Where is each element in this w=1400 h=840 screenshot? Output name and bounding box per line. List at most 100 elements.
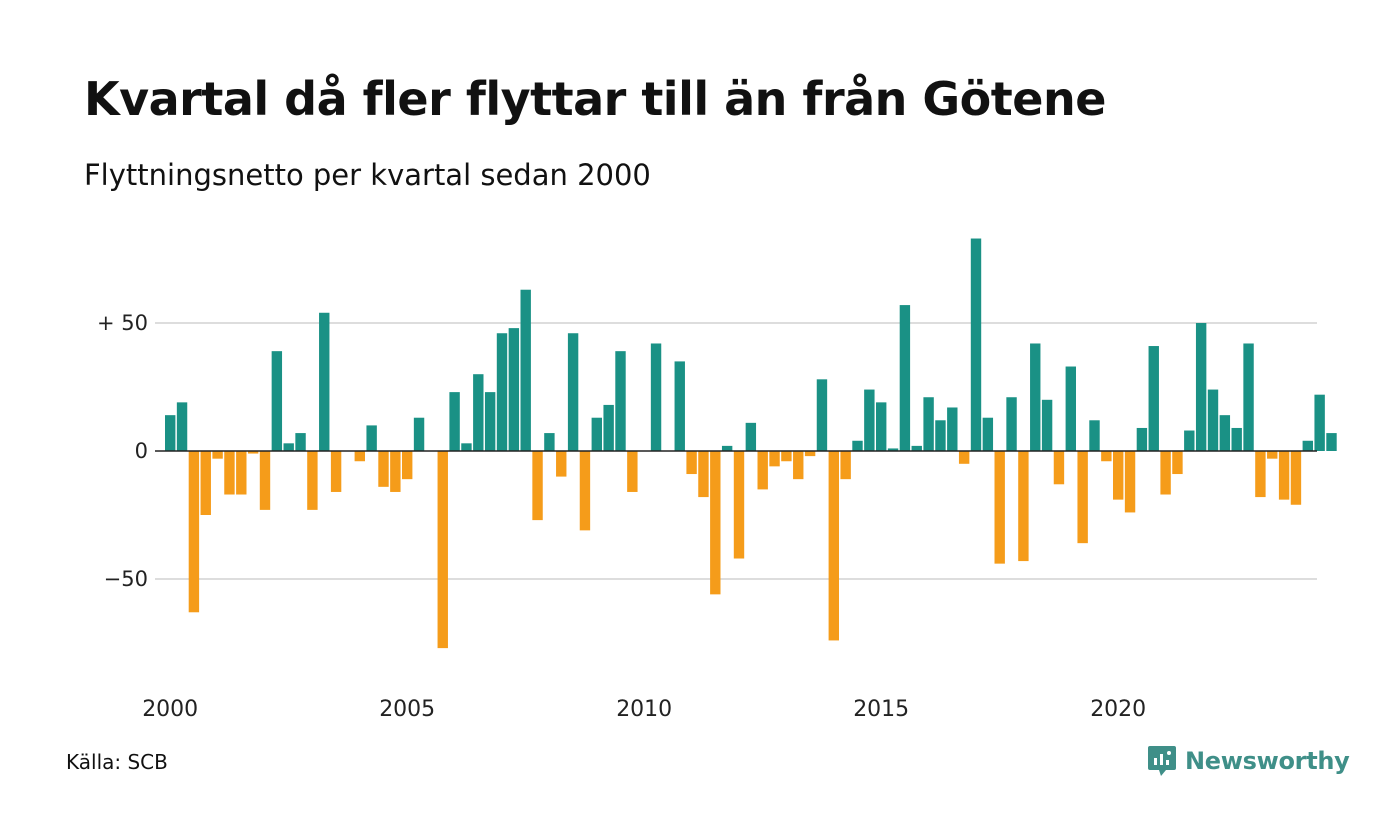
bar xyxy=(1219,415,1231,451)
bar xyxy=(319,312,330,451)
bar xyxy=(236,451,247,495)
bar xyxy=(1207,389,1219,451)
bar xyxy=(958,451,970,464)
bar xyxy=(1053,451,1065,485)
bar xyxy=(271,351,283,451)
y-tick-label: 0 xyxy=(135,439,148,463)
chart-subtitle: Flyttningsnetto per kvartal sedan 2000 xyxy=(84,158,651,192)
bar xyxy=(200,451,211,515)
bar xyxy=(1030,343,1041,451)
bar xyxy=(887,448,899,451)
bar xyxy=(307,451,318,510)
bar xyxy=(295,433,306,451)
bar xyxy=(769,451,780,467)
bar xyxy=(1172,451,1183,475)
bar xyxy=(224,451,235,495)
source-note: Källa: SCB xyxy=(66,750,168,774)
x-tick-label: 2015 xyxy=(853,697,909,722)
bar xyxy=(864,389,875,451)
bars xyxy=(165,238,1337,649)
bar xyxy=(247,451,259,454)
bar xyxy=(1314,394,1325,451)
grid-lines xyxy=(155,322,1317,580)
bar xyxy=(378,451,389,487)
bar xyxy=(1160,451,1171,495)
bar xyxy=(437,451,448,649)
bar xyxy=(828,451,839,641)
newsworthy-logo-icon xyxy=(1148,746,1176,776)
bar xyxy=(330,451,342,492)
bar xyxy=(1124,451,1136,513)
bar xyxy=(982,417,994,451)
bar xyxy=(615,351,626,451)
bar xyxy=(745,422,757,451)
bar xyxy=(923,397,934,451)
bar xyxy=(484,392,496,451)
x-tick-label: 2000 xyxy=(142,697,198,722)
bar xyxy=(413,417,425,451)
bar xyxy=(366,425,377,451)
bar xyxy=(1243,343,1254,451)
bar xyxy=(188,451,200,613)
bar xyxy=(816,379,828,451)
bar xyxy=(1089,420,1100,451)
bar xyxy=(1041,399,1053,451)
bar xyxy=(165,415,176,451)
bar xyxy=(698,451,709,498)
bar xyxy=(1006,397,1017,451)
bar xyxy=(591,417,602,451)
bar xyxy=(603,404,614,451)
bar xyxy=(970,238,982,451)
bar xyxy=(1113,451,1124,500)
bar xyxy=(674,361,685,451)
brand-logo: Newsworthy xyxy=(1147,744,1350,778)
bar xyxy=(1184,430,1195,451)
bar xyxy=(781,451,792,462)
bar xyxy=(899,305,911,451)
x-tick-label: 2010 xyxy=(616,697,672,722)
x-tick-label: 2005 xyxy=(379,697,435,722)
bar xyxy=(804,451,816,457)
bar xyxy=(911,445,922,451)
bar xyxy=(532,451,543,521)
bar xyxy=(627,451,638,492)
x-tick-label: 2020 xyxy=(1090,697,1146,722)
bar xyxy=(1255,451,1266,498)
bar xyxy=(1326,433,1337,451)
bar xyxy=(721,445,733,451)
bar xyxy=(496,333,508,451)
bar xyxy=(212,451,223,459)
bar xyxy=(461,443,472,451)
bar xyxy=(733,451,745,559)
bar xyxy=(1195,323,1207,451)
y-tick-label: −50 xyxy=(104,567,148,591)
bar xyxy=(793,451,804,480)
bar xyxy=(1302,440,1313,451)
bar xyxy=(567,333,579,451)
bar xyxy=(1231,427,1242,451)
bar xyxy=(1101,451,1112,462)
bar xyxy=(1267,451,1278,459)
bar xyxy=(556,451,567,477)
bar xyxy=(1018,451,1029,562)
bar xyxy=(449,392,460,451)
bar xyxy=(757,451,768,490)
bar xyxy=(852,440,863,451)
bar xyxy=(710,451,721,595)
bar xyxy=(579,451,591,531)
bar xyxy=(544,433,555,451)
bar xyxy=(508,328,520,451)
bar-chart: + 50 0 −50 2000 2005 2010 2015 2020 xyxy=(97,238,1337,722)
chart-title: Kvartal då fler flyttar till än från Göt… xyxy=(84,72,1106,126)
bar xyxy=(1065,366,1076,451)
bar xyxy=(994,451,1005,564)
bar xyxy=(283,443,294,451)
bar xyxy=(390,451,401,492)
bar xyxy=(1077,451,1088,544)
bar xyxy=(1136,427,1148,451)
bar xyxy=(935,420,946,451)
bar xyxy=(520,289,531,451)
axes: + 50 0 −50 2000 2005 2010 2015 2020 xyxy=(97,311,1317,722)
bar xyxy=(1148,346,1159,451)
bar xyxy=(840,451,851,480)
